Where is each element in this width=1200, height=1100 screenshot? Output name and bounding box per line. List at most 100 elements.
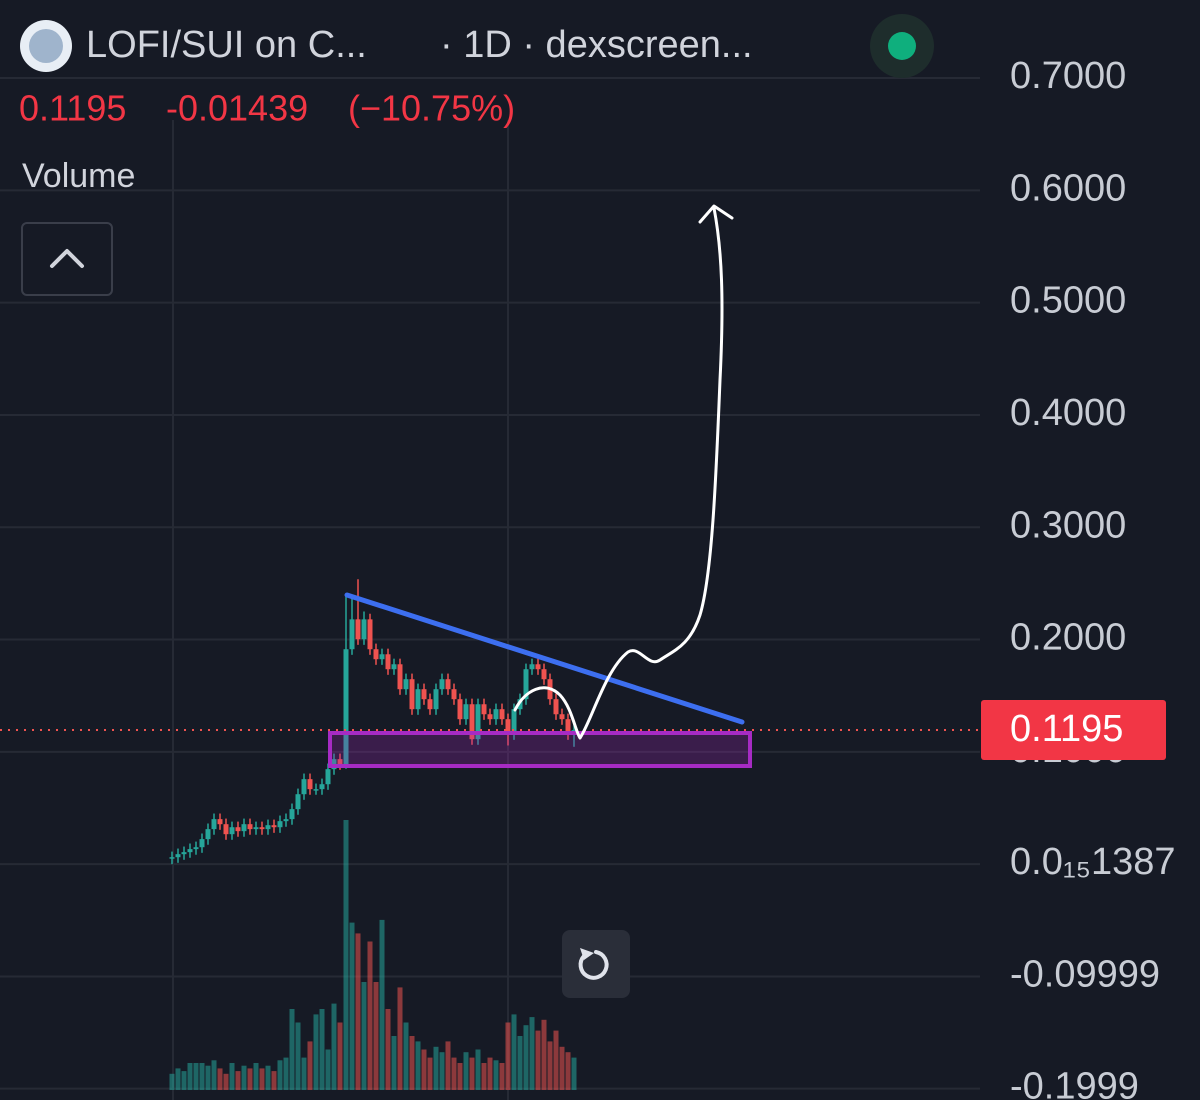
- candle-body: [541, 669, 547, 680]
- candle-body: [553, 699, 559, 715]
- volume-bar: [559, 1046, 565, 1090]
- candle-body: [271, 825, 277, 828]
- volume-bar: [541, 1019, 547, 1090]
- volume-bar: [385, 1009, 391, 1090]
- volume-bar: [499, 1063, 505, 1090]
- volume-bar: [523, 1025, 529, 1090]
- volume-bar: [223, 1073, 229, 1090]
- y-tick-label: 0.5000: [1010, 280, 1126, 322]
- candle-body: [277, 821, 283, 828]
- volume-bar: [229, 1063, 235, 1090]
- chevron-icon: [50, 249, 84, 268]
- candle-body: [295, 794, 301, 810]
- volume-bar: [367, 941, 373, 1090]
- candle-body: [391, 664, 397, 670]
- candle-body: [481, 704, 487, 715]
- candle-body: [421, 689, 427, 700]
- candle-body: [475, 704, 481, 740]
- reset-button[interactable]: [562, 930, 630, 998]
- volume-bar: [451, 1057, 457, 1090]
- trend-line: [344, 592, 745, 725]
- volume-bar: [427, 1057, 433, 1090]
- volume-bar: [313, 1014, 319, 1090]
- candle-body: [493, 709, 499, 720]
- candle-body: [229, 827, 235, 835]
- candle-body: [337, 759, 343, 765]
- volume-bar: [331, 1003, 337, 1090]
- candle-body: [193, 847, 199, 850]
- candle-body: [379, 654, 385, 660]
- candle-body: [181, 852, 187, 855]
- y-tick-label: 0.2000: [1010, 617, 1126, 659]
- volume-bar: [373, 982, 379, 1090]
- candle-body: [265, 825, 271, 830]
- last-price-tag: [981, 699, 1166, 760]
- candle-body: [283, 819, 289, 822]
- interval-source: · 1D · dexscreen...: [440, 24, 753, 66]
- candle-body: [559, 714, 565, 720]
- volume-bar: [361, 982, 367, 1090]
- y-tick-label: 0.6000: [1010, 167, 1126, 209]
- volume-bar: [355, 933, 361, 1090]
- y-tick-label: 0.0₁₅1387: [1010, 841, 1176, 883]
- candle-body: [439, 679, 445, 690]
- candle-body: [361, 619, 367, 640]
- candles: [169, 579, 577, 865]
- volume-bar: [547, 1041, 553, 1090]
- candle-body: [511, 709, 517, 735]
- candle-body: [343, 649, 349, 765]
- volume-bar: [277, 1060, 283, 1090]
- volume-bar: [379, 919, 385, 1090]
- candle-body: [523, 669, 529, 700]
- volume-bar: [325, 1049, 331, 1090]
- collapse-button[interactable]: [21, 222, 113, 296]
- volume-bar: [211, 1060, 217, 1090]
- candle-body: [451, 689, 457, 700]
- volume-bar: [565, 1052, 571, 1090]
- candle-body: [307, 779, 313, 790]
- volume-bar: [217, 1068, 223, 1090]
- volume-bar: [481, 1063, 487, 1090]
- candle-body: [349, 619, 355, 650]
- candle-body: [409, 679, 415, 710]
- change-percent: (−10.75%): [348, 88, 515, 129]
- volume-bar: [511, 1014, 517, 1090]
- volume-bar: [169, 1073, 175, 1090]
- pair-title: LOFI/SUI on C...: [86, 24, 367, 66]
- volume-bar: [433, 1046, 439, 1090]
- volume-bar: [175, 1068, 181, 1090]
- candle-body: [505, 719, 511, 735]
- volume-bar: [349, 922, 355, 1090]
- volume-bar: [265, 1065, 271, 1090]
- volume-bar: [421, 1049, 427, 1090]
- volume-bar: [241, 1065, 247, 1090]
- candle-body: [301, 779, 307, 795]
- price: 0.1195: [19, 88, 126, 129]
- volume-bar: [457, 1063, 463, 1090]
- candle-body: [385, 654, 391, 670]
- volume-bar: [493, 1060, 499, 1090]
- volume-bar: [553, 1030, 559, 1090]
- candle-body: [187, 849, 193, 853]
- volume-bar: [415, 1041, 421, 1090]
- candle-body: [457, 699, 463, 720]
- volume-bar: [283, 1057, 289, 1090]
- candle-body: [241, 824, 247, 832]
- candle-body: [487, 714, 493, 720]
- candle-body: [199, 839, 205, 848]
- y-tick-label: 0.7000: [1010, 55, 1126, 97]
- candle-body: [319, 784, 325, 790]
- candle-body: [463, 704, 469, 720]
- volume-bar: [397, 987, 403, 1090]
- volume-bar: [205, 1065, 211, 1090]
- volume-bar: [445, 1041, 451, 1090]
- y-tick-label: -0.1999: [1010, 1066, 1139, 1100]
- candle-body: [445, 679, 451, 690]
- candle-body: [565, 719, 571, 735]
- candle-body: [499, 709, 505, 720]
- candle-body: [235, 827, 241, 832]
- candle-body: [529, 664, 535, 670]
- volume-bar: [193, 1063, 199, 1090]
- volume-bar: [571, 1057, 577, 1090]
